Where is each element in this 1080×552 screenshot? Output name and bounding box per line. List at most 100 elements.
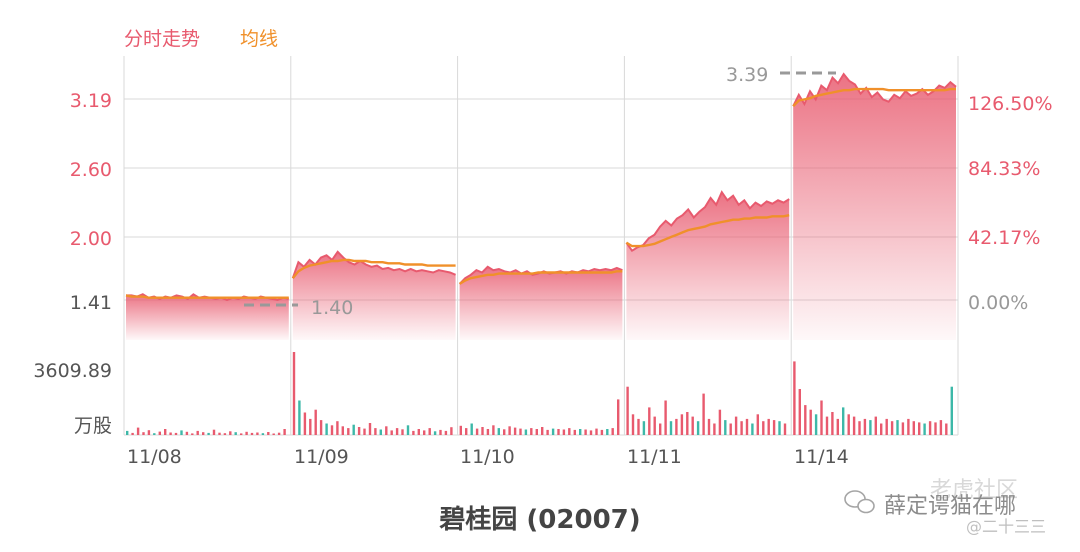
legend-avg-label: 均线 — [240, 28, 278, 50]
y-tick-left-0: 3.19 — [70, 90, 112, 112]
volume-bar-3-3 — [642, 421, 646, 435]
price-line-1 — [291, 250, 456, 279]
volume-max-label: 3609.89 — [33, 360, 112, 382]
x-tick-1: 11/09 — [294, 446, 349, 468]
y-tick-right-0: 126.50% — [968, 93, 1053, 115]
x-tick-3: 11/11 — [627, 446, 682, 468]
volume-bar-1-28 — [444, 430, 448, 435]
volume-bar-4-0 — [793, 361, 796, 435]
volume-bar-0-16 — [212, 429, 216, 435]
y-tick-left-2: 2.00 — [70, 228, 112, 250]
volume-bar-3-25 — [762, 421, 765, 435]
volume-bar-0-13 — [196, 430, 199, 435]
volume-bar-2-20 — [568, 428, 571, 435]
price-area-2 — [459, 266, 623, 340]
volume-bar-3-16 — [713, 423, 716, 435]
volume-bar-1-6 — [325, 423, 328, 435]
volume-bar-2-4 — [481, 427, 484, 435]
volume-bar-2-1 — [465, 428, 468, 435]
volume-bar-2-16 — [546, 429, 549, 435]
volume-bar-1-5 — [319, 420, 323, 435]
volume-bar-1-14 — [368, 423, 372, 435]
volume-unit-label: 万股 — [74, 415, 112, 437]
volume-bar-4-10 — [847, 414, 850, 435]
volume-bar-2-13 — [530, 428, 533, 435]
volume-bar-4-14 — [869, 420, 872, 435]
volume-bar-0-17 — [218, 432, 221, 435]
volume-bar-0-7 — [164, 429, 167, 435]
volume-bar-0-12 — [191, 433, 194, 435]
volume-bar-1-27 — [439, 429, 442, 435]
volume-bar-3-9 — [675, 418, 678, 435]
volume-bar-4-21 — [907, 418, 910, 435]
volume-bar-0-23 — [250, 432, 254, 435]
volume-bar-2-23 — [584, 429, 587, 435]
volume-bar-2-21 — [573, 429, 576, 435]
volume-bar-4-13 — [863, 418, 867, 435]
y-tick-left-1: 2.60 — [70, 159, 112, 181]
volume-bar-0-2 — [136, 427, 140, 435]
volume-bar-1-1 — [298, 400, 301, 435]
volume-bar-4-26 — [934, 422, 937, 435]
volume-bar-0-15 — [207, 432, 210, 435]
y-tick-right-3: 0.00% — [968, 292, 1028, 314]
volume-bar-3-0 — [626, 386, 629, 435]
x-tick-0: 11/08 — [127, 446, 182, 468]
volume-bar-3-26 — [767, 418, 770, 435]
volume-bar-2-10 — [513, 427, 517, 435]
avg-line-2 — [458, 270, 623, 285]
volume-bar-4-15 — [874, 416, 877, 435]
price-line-4 — [792, 72, 957, 107]
volume-bar-2-17 — [551, 428, 555, 435]
watermark-community: 老虎社区 — [930, 478, 1018, 503]
volume-bar-1-16 — [379, 429, 382, 435]
x-tick-4: 11/14 — [794, 446, 849, 468]
volume-bar-4-29 — [950, 386, 953, 435]
volume-bar-0-14 — [202, 432, 205, 435]
avg-line-4 — [792, 87, 956, 108]
volume-bar-1-19 — [395, 428, 399, 435]
volume-bar-4-6 — [825, 416, 829, 435]
volume-bar-4-19 — [896, 420, 899, 435]
volume-bar-4-3 — [809, 409, 812, 435]
volume-bar-3-6 — [659, 423, 662, 435]
volume-bar-0-27 — [272, 433, 275, 435]
legend-price-label: 分时走势 — [124, 28, 200, 50]
volume-bar-1-17 — [385, 426, 388, 435]
volume-bar-0-1 — [131, 432, 134, 435]
volume-bar-1-26 — [433, 431, 437, 435]
volume-bar-2-22 — [579, 429, 582, 435]
volume-bar-2-2 — [470, 423, 473, 435]
volume-bar-0-10 — [180, 430, 183, 435]
avg-line-3 — [625, 214, 790, 248]
volume-bar-3-23 — [751, 423, 754, 435]
volume-bar-0-29 — [283, 429, 286, 435]
volume-bar-1-7 — [330, 425, 334, 435]
watermark-author: 薛定谔猫在哪 — [884, 494, 1016, 519]
volume-bar-2-12 — [524, 429, 528, 435]
volume-bar-3-18 — [724, 420, 727, 435]
volume-bar-0-4 — [147, 430, 151, 435]
volume-bar-2-5 — [486, 429, 490, 435]
avg-lines — [125, 87, 956, 299]
price-line-3 — [625, 190, 790, 253]
volume-bar-0-22 — [245, 431, 248, 435]
volume-bar-1-23 — [417, 429, 420, 435]
volume-bar-0-18 — [223, 433, 227, 435]
volume-bar-4-28 — [945, 423, 948, 435]
volume-bar-1-22 — [412, 430, 415, 435]
volume-bar-3-21 — [740, 421, 743, 435]
volume-bar-4-12 — [858, 421, 861, 435]
x-tick-2: 11/10 — [460, 446, 515, 468]
volume-bar-1-10 — [347, 428, 350, 435]
volume-bar-3-24 — [756, 414, 759, 435]
avg-line-1 — [291, 258, 456, 279]
volume-bar-0-0 — [126, 430, 129, 435]
volume-bar-3-13 — [696, 421, 700, 435]
volume-bar-0-28 — [277, 432, 281, 435]
price-area-fills — [126, 74, 956, 340]
volume-bar-2-9 — [508, 426, 511, 435]
volume-bar-2-14 — [535, 429, 538, 435]
